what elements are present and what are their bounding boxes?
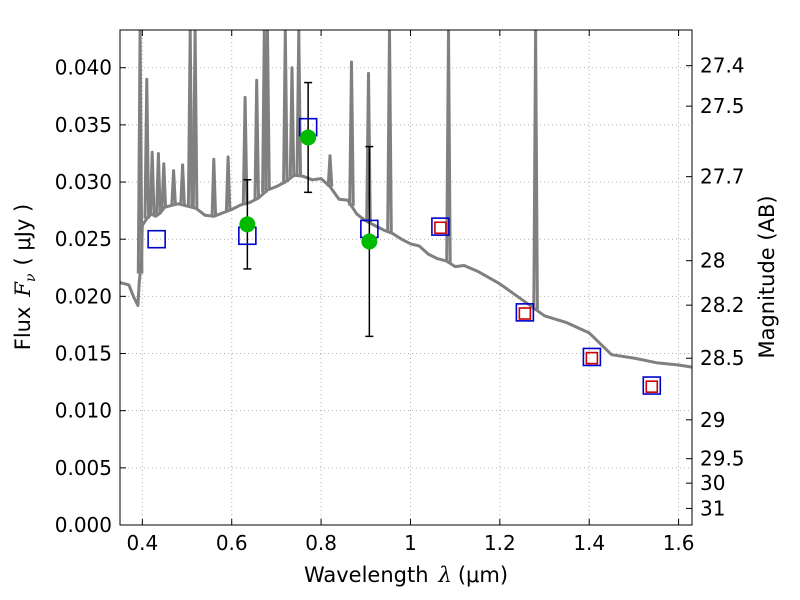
y-tick-label: 0.025	[55, 227, 112, 251]
y2-tick-label: 29	[700, 408, 725, 432]
x-axis-label: Wavelength λ (μm)	[304, 563, 508, 587]
emission-line	[170, 169, 177, 205]
plot-data	[120, 30, 692, 395]
emission-line	[210, 157, 218, 217]
model-photometry-marker	[431, 217, 450, 236]
observed-flux-point	[239, 216, 256, 233]
x-tick-label: 1.6	[663, 531, 695, 555]
observed-flux-point	[361, 233, 378, 250]
x-tick-label: 1	[404, 531, 417, 555]
y2-tick-label: 28.5	[700, 346, 745, 370]
y2-axis-label: Magnitude (AB)	[755, 195, 779, 358]
grid-lines	[120, 30, 692, 526]
y-tick-label: 0.035	[55, 113, 112, 137]
emission-line	[326, 154, 334, 187]
x-axis-label-symbol: λ	[438, 563, 452, 587]
y-axis-label-unit: ( μJy )	[11, 204, 35, 266]
x-tick-label: 0.4	[126, 531, 158, 555]
plot-frame	[119, 29, 693, 526]
emission-line	[179, 163, 186, 205]
x-tick-label: 1.2	[484, 531, 516, 555]
emission-line	[348, 60, 355, 206]
emission-line	[224, 155, 232, 211]
clipped-plot-group	[120, 30, 692, 395]
emission-line	[445, 30, 452, 263]
x-axis-label-text: Wavelength	[304, 563, 429, 587]
non-detection-marker	[645, 380, 659, 393]
emission-line	[532, 30, 539, 310]
x-tick-label: 0.6	[216, 531, 248, 555]
y-tick-label: 0.030	[55, 170, 112, 194]
y-axis-label-subscript: ν	[23, 273, 39, 282]
emission-line	[160, 162, 168, 209]
y2-tick-label: 28.2	[700, 293, 745, 317]
non-detection-marker	[518, 307, 532, 320]
emission-line	[253, 78, 260, 200]
observed-flux-point	[300, 129, 317, 146]
y-tick-label: 0.020	[55, 284, 112, 308]
y2-tick-label: 27.5	[700, 94, 745, 118]
emission-line	[148, 150, 156, 215]
emission-line	[186, 30, 194, 207]
non-detection-marker	[585, 351, 599, 365]
emission-line	[264, 30, 271, 191]
emission-line	[143, 77, 151, 219]
model-spectrum-line	[120, 173, 692, 369]
y-tick-label: 0.010	[55, 399, 112, 423]
y2-tick-label: 31	[700, 496, 725, 520]
y-tick-label: 0.015	[55, 342, 112, 366]
x-tick-label: 1.4	[573, 531, 605, 555]
model-photometry-marker	[515, 303, 535, 322]
y-axis-ticks: 0.000 0.005 0.010 0.015 0.020 0.025 0.030 0.035…	[55, 56, 126, 537]
model-photometry-marker	[582, 347, 602, 367]
y2-tick-label: 27.7	[700, 165, 745, 189]
emission-line	[386, 30, 393, 233]
y-axis-label-text: Flux	[11, 307, 35, 351]
x-axis-ticks: 0.4 0.6 0.8 1 1.2 1.4 1.6	[126, 30, 695, 555]
emission-line	[288, 66, 296, 177]
emission-line	[295, 30, 302, 176]
y2-tick-label: 27.4	[700, 54, 745, 78]
y-tick-label: 0.000	[55, 513, 112, 537]
emission-line	[136, 30, 144, 274]
y-axis-label-symbol: F	[11, 281, 35, 298]
y-tick-label: 0.005	[55, 456, 112, 480]
emission-line	[282, 30, 289, 183]
emission-line	[241, 95, 249, 204]
non-detection-marker	[434, 221, 447, 235]
y2-tick-label: 28	[700, 249, 725, 273]
x-axis-label-unit: (μm)	[458, 563, 508, 587]
y-axis-label: Flux Fν ( μJy )	[11, 204, 39, 350]
model-photometry-marker	[147, 229, 166, 249]
y2-tick-label: 29.5	[700, 447, 745, 471]
emission-line	[191, 30, 199, 209]
y2-tick-label: 30	[700, 471, 725, 495]
model-photometry-marker	[642, 376, 662, 395]
emission-line	[155, 152, 162, 215]
y-tick-label: 0.040	[55, 56, 112, 80]
x-tick-label: 0.8	[305, 531, 337, 555]
